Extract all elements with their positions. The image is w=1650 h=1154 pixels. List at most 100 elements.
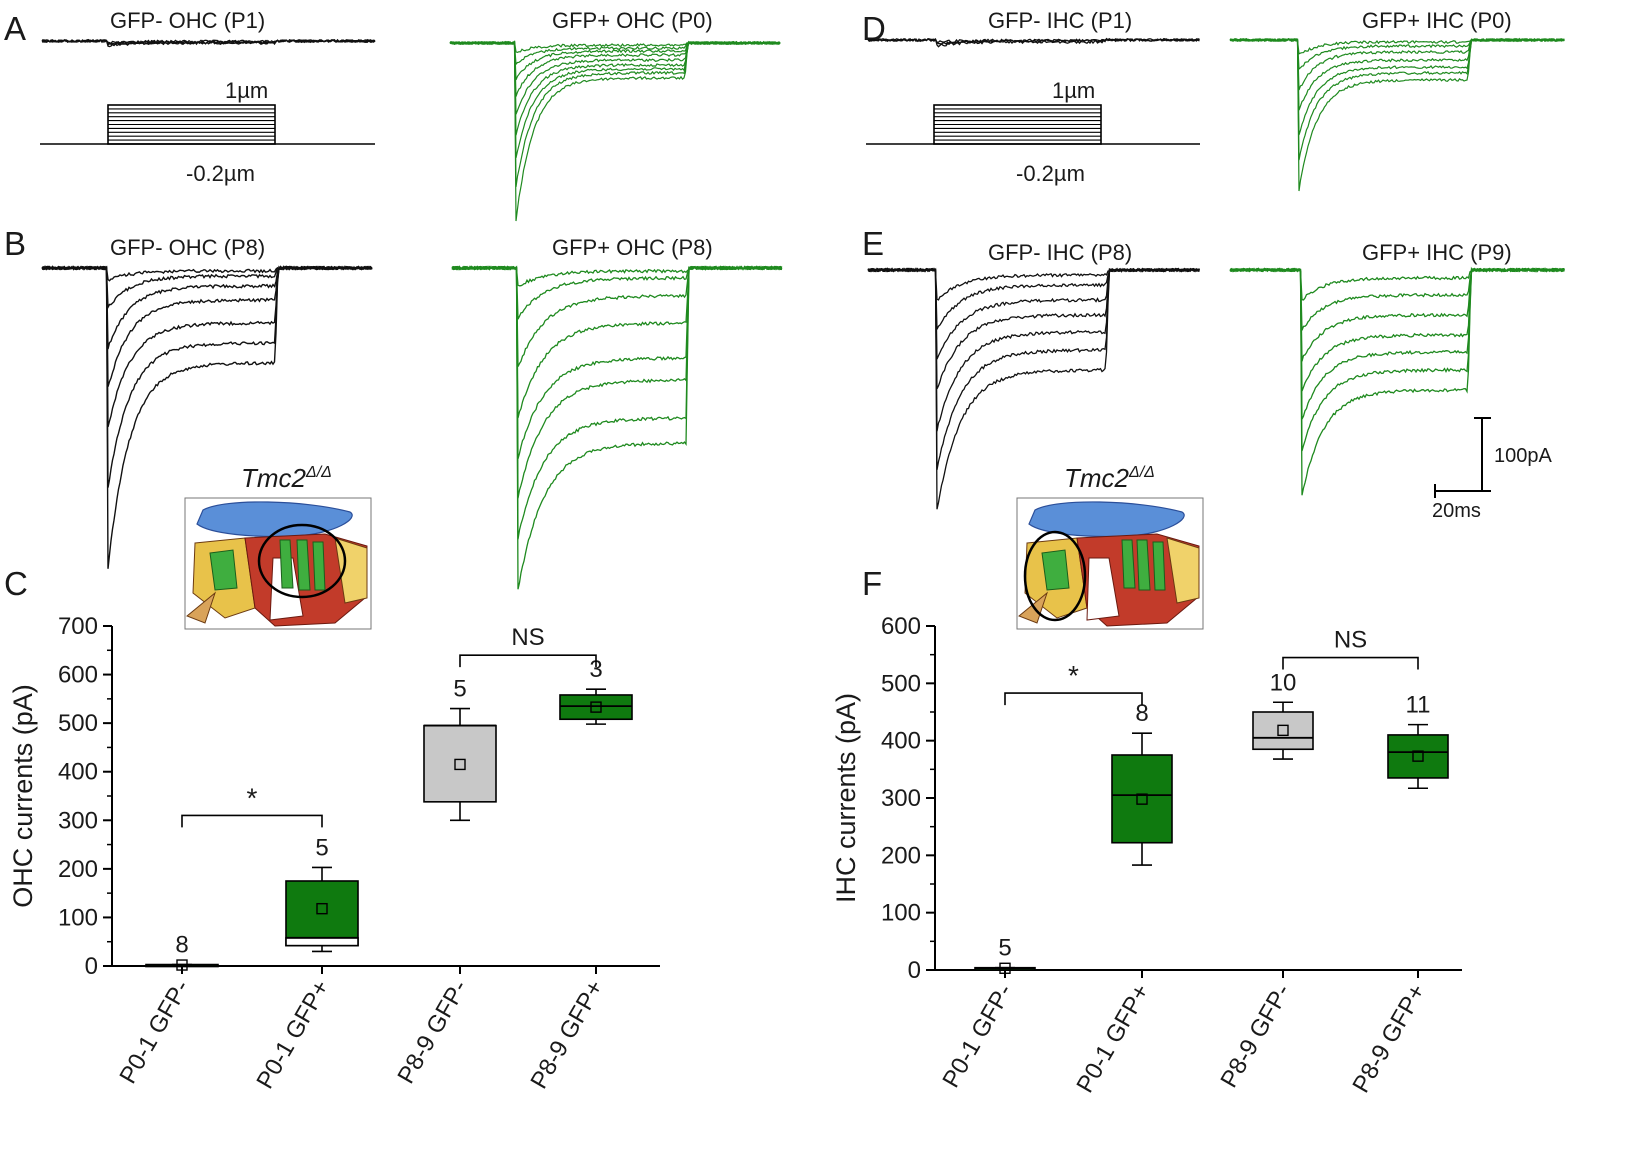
- y-axis-label: OHC currents (pA): [8, 684, 38, 908]
- box-iqr: [1252, 711, 1314, 751]
- chart-ohc-currents: 0 100 200 300 400 500 600 700 OHC currents (pA) 8…: [8, 613, 660, 1094]
- current-trace: [41, 265, 373, 350]
- significance-bracket: [459, 654, 597, 668]
- current-trace: [1229, 267, 1565, 362]
- current-trace: [867, 37, 1200, 44]
- significance-bracket: [1282, 656, 1419, 670]
- y-tick-label: 600: [58, 662, 98, 689]
- x-category-label: P8-9 GFP+: [525, 976, 609, 1094]
- current-trace: [449, 40, 781, 115]
- current-trace: [451, 265, 783, 459]
- box-mean-marker: [316, 902, 328, 915]
- traces-a-gfp-pos: [449, 40, 781, 222]
- traces-d-gfp-pos: [1229, 37, 1565, 192]
- current-trace: [41, 265, 373, 488]
- current-trace: [1229, 37, 1565, 71]
- y-tick-label: 300: [881, 785, 921, 812]
- current-trace: [867, 267, 1200, 432]
- y-tick-label: 200: [881, 842, 921, 869]
- y-tick-label: 400: [881, 728, 921, 755]
- box-iqr: [423, 724, 497, 803]
- current-trace: [1229, 37, 1565, 55]
- current-trace: [41, 265, 373, 282]
- scale-bar: [1434, 417, 1491, 498]
- inset-gene-label-c: Tmc2Δ/Δ: [241, 463, 332, 493]
- stimulus-max-label-d: 1µm: [1052, 78, 1095, 103]
- stimulus-min-label-d: -0.2µm: [1016, 161, 1085, 186]
- stimulus-protocol-a: [40, 104, 375, 145]
- current-trace: [1229, 38, 1565, 161]
- significance-bracket: [1004, 692, 1143, 706]
- scale-bar-time: 20ms: [1432, 500, 1481, 522]
- x-category-label: P8-9 GFP+: [1347, 980, 1431, 1098]
- traces-e-gfp-neg: [867, 267, 1200, 510]
- x-category-label: P0-1 GFP-: [114, 976, 195, 1089]
- title-d-gfp-neg: GFP- IHC (P1): [988, 8, 1132, 33]
- box-mean-marker: [176, 959, 188, 971]
- current-trace: [451, 265, 783, 540]
- cochlea-illustration-f: [1016, 497, 1204, 630]
- traces-e-gfp-pos: [1229, 266, 1565, 496]
- box-mean-marker: [999, 962, 1011, 974]
- x-category-label: P0-1 GFP-: [937, 980, 1018, 1093]
- y-tick-label: 0: [908, 957, 921, 984]
- current-trace: [451, 265, 783, 287]
- current-trace: [449, 40, 781, 222]
- scale-bar-current: 100pA: [1494, 445, 1552, 467]
- title-d-gfp-pos: GFP+ IHC (P0): [1362, 8, 1512, 33]
- current-trace: [449, 40, 781, 81]
- sample-size-label: 11: [1406, 692, 1431, 719]
- inset-gene-label-f: Tmc2Δ/Δ: [1064, 463, 1155, 493]
- stimulus-protocol-d: [866, 104, 1200, 145]
- title-b-gfp-pos: GFP+ OHC (P8): [552, 235, 713, 260]
- current-trace: [1230, 267, 1565, 392]
- significance-label: *: [247, 782, 258, 813]
- current-trace: [867, 267, 1200, 471]
- y-tick-label: 500: [58, 710, 98, 737]
- sample-size-label: 5: [453, 676, 466, 703]
- significance-label: NS: [511, 624, 544, 651]
- panel-label-a: A: [4, 10, 26, 47]
- y-tick-label: 500: [881, 670, 921, 697]
- current-trace: [449, 40, 781, 159]
- box-lower-half: [285, 937, 359, 947]
- current-trace: [41, 265, 373, 428]
- y-tick-label: 300: [58, 807, 98, 834]
- traces-a-gfp-neg: [41, 38, 376, 48]
- y-tick-label: 0: [85, 953, 98, 980]
- current-trace: [449, 40, 781, 187]
- title-e-gfp-pos: GFP+ IHC (P9): [1362, 240, 1512, 265]
- current-trace: [41, 265, 373, 387]
- current-trace: [1230, 37, 1565, 111]
- current-trace: [451, 265, 783, 419]
- sample-size-label: 5: [315, 834, 328, 861]
- current-trace: [1229, 267, 1565, 331]
- y-tick-label: 100: [881, 900, 921, 927]
- traces-d-gfp-neg: [867, 37, 1200, 48]
- cochlea-illustration-c: [184, 497, 372, 630]
- y-axis-label: IHC currents (pA): [831, 693, 861, 903]
- x-category-label: P0-1 GFP+: [251, 976, 335, 1094]
- traces-b-gfp-neg: [41, 265, 373, 569]
- box-iqr: [559, 694, 633, 721]
- box-mean-marker: [454, 758, 466, 771]
- significance-label: *: [1068, 660, 1079, 691]
- current-trace: [451, 265, 783, 590]
- current-trace: [1229, 267, 1565, 301]
- current-trace: [449, 40, 781, 54]
- traces-b-gfp-pos: [451, 265, 783, 590]
- panel-label-d: D: [862, 10, 886, 47]
- current-trace: [867, 267, 1200, 330]
- current-trace: [1229, 37, 1565, 192]
- box-mean-marker: [590, 701, 602, 713]
- current-trace: [1229, 266, 1565, 420]
- sample-size-label: 5: [998, 935, 1011, 962]
- sample-size-label: 8: [1135, 700, 1148, 727]
- title-a-gfp-pos: GFP+ OHC (P0): [552, 8, 713, 33]
- y-tick-label: 600: [881, 613, 921, 640]
- y-tick-label: 200: [58, 856, 98, 883]
- current-trace: [451, 265, 783, 320]
- current-trace: [451, 265, 783, 499]
- title-b-gfp-neg: GFP- OHC (P8): [110, 235, 265, 260]
